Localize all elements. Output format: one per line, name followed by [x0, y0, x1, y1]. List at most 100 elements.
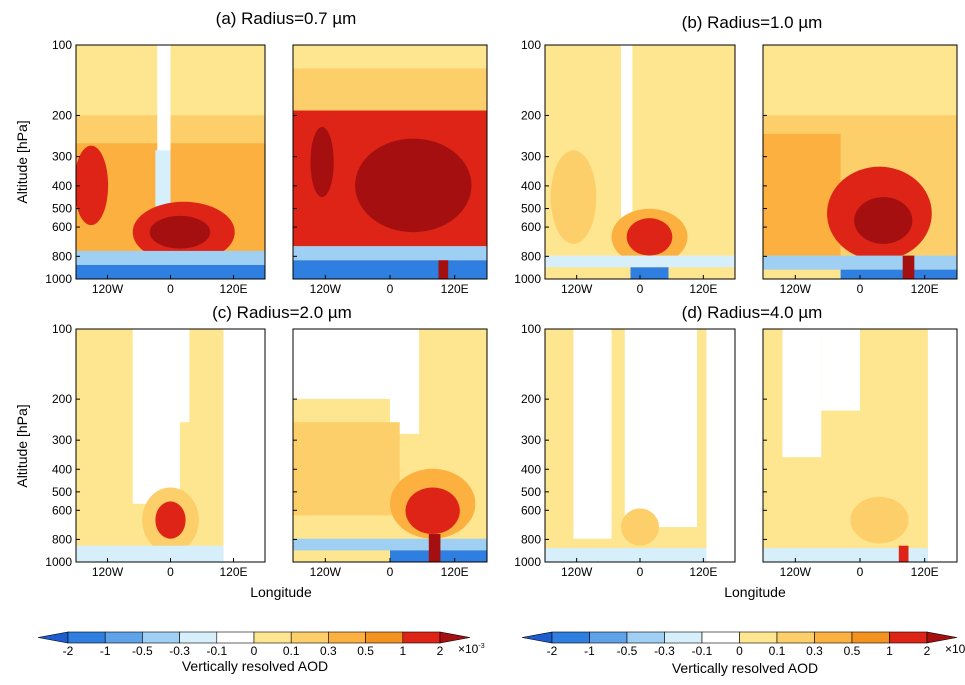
contour-field [76, 329, 265, 562]
contour-region [927, 329, 957, 562]
colorbar-tick-label: -2 [547, 644, 558, 658]
x-tick-label: 0 [387, 565, 394, 579]
contour-region [840, 269, 957, 279]
contour-region [76, 264, 265, 279]
colorbar-segment [551, 631, 590, 644]
colorbar-segment [142, 631, 180, 644]
colorbar-segment [216, 631, 255, 644]
contour-region [706, 329, 735, 562]
contour-region [898, 545, 909, 562]
x-tick-label: 0 [637, 565, 644, 579]
colorbar-segment [328, 631, 366, 644]
panel: 120W 0 120E [292, 44, 488, 296]
y-tick-label: 200 [52, 392, 72, 406]
y-tick-label: 800 [52, 249, 72, 263]
colorbar: -2 -1 -0.5 -0.3 -0.1 0 0.1 0.3 0.5 1 2 ×10-3 [521, 631, 965, 658]
y-tick-label: 500 [521, 202, 541, 216]
y-tick-label: 500 [52, 202, 72, 216]
colorbar-tick-label: 0.1 [769, 644, 786, 658]
contour-region [293, 68, 487, 111]
y-tick-label: 1000 [45, 555, 72, 569]
colorbar-tick-label: 0.1 [283, 644, 300, 658]
y-tick-label: 1000 [514, 555, 541, 569]
contour-field [76, 45, 265, 279]
x-tick-label: 120E [219, 565, 247, 579]
y-tick-label: 200 [521, 108, 541, 122]
contour-region [76, 250, 265, 265]
contour-region [405, 487, 460, 535]
x-tick-label: 120W [780, 282, 812, 296]
y-tick-label: 100 [52, 38, 72, 52]
x-tick-label: 120E [441, 565, 469, 579]
x-tick-label: 120W [92, 282, 124, 296]
y-tick-label: 100 [521, 322, 541, 336]
contour-region [763, 255, 957, 270]
y-tick-label: 300 [52, 150, 72, 164]
colorbar-segment [701, 631, 740, 644]
unit-base: ×10 [945, 642, 965, 656]
x-tick-label: 0 [387, 282, 394, 296]
x-tick-label: 120E [689, 565, 717, 579]
y-tick-label: 600 [521, 503, 541, 517]
contour-field [293, 329, 487, 562]
colorbar-extension [926, 631, 958, 644]
contour-region [293, 246, 487, 261]
colorbar-segment [889, 631, 928, 644]
x-axis-label: Longitude [250, 584, 312, 600]
contour-region [293, 422, 400, 516]
colorbar-tick-label: -0.1 [692, 644, 713, 658]
contour-region [782, 329, 822, 458]
y-tick-label: 400 [521, 462, 541, 476]
y-tick-label: 100 [52, 322, 72, 336]
colorbar-segment [402, 631, 441, 644]
colorbar-tick-label: -1 [584, 644, 595, 658]
contour-region [624, 329, 697, 528]
y-tick-label: 1000 [45, 272, 72, 286]
colorbar-segment [851, 631, 890, 644]
colorbar-segment [776, 631, 815, 644]
contour-region [76, 145, 109, 226]
x-tick-label: 120E [689, 282, 717, 296]
x-tick-label: 0 [167, 282, 174, 296]
y-axis-label: Altitude [hPa] [14, 404, 30, 487]
panel-title: (d) Radius=4.0 µm [682, 303, 823, 322]
contour-region [821, 329, 860, 411]
contour-region [438, 260, 449, 279]
contour-region [179, 329, 190, 423]
colorbar-tick-label: 0.3 [320, 644, 337, 658]
panel-title: (a) Radius=0.7 µm [216, 9, 357, 28]
colorbar: -2 -1 -0.5 -0.3 -0.1 0 0.1 0.3 0.5 1 2 ×10-3 [37, 631, 485, 658]
contour-field [293, 45, 487, 279]
x-axis-label: Longitude [724, 584, 786, 600]
contour-region [763, 548, 928, 562]
contour-region [850, 496, 909, 544]
panel: 100 200 300 400 500 600 800 1000 120W 0 120E [45, 38, 266, 296]
colorbar-segment [664, 631, 703, 644]
colorbar-segment [67, 631, 106, 644]
colorbar-tick-label: -0.3 [654, 644, 675, 658]
y-tick-label: 200 [521, 392, 541, 406]
contour-region [132, 329, 180, 504]
colorbar-unit: ×10-3 [458, 642, 485, 656]
unit-base: ×10 [458, 642, 479, 656]
colorbar-segment [104, 631, 143, 644]
panel: 120W 0 120E [762, 328, 958, 579]
contour-region [630, 267, 669, 279]
colorbar-tick-label: -0.1 [206, 644, 227, 658]
x-tick-label: 120W [561, 565, 593, 579]
contour-region [390, 329, 420, 434]
contour-region [626, 218, 673, 256]
x-tick-label: 120W [561, 282, 593, 296]
colorbar-segment [739, 631, 778, 644]
colorbar-extension [439, 631, 471, 644]
colorbar-extension [37, 631, 69, 644]
contour-region [310, 126, 334, 198]
panel-title: (c) Radius=2.0 µm [212, 303, 352, 322]
contour-region [293, 538, 487, 551]
y-tick-label: 1000 [514, 272, 541, 286]
contour-region [621, 45, 633, 244]
colorbar-unit: ×10-3 [945, 642, 965, 656]
contour-region [76, 545, 224, 562]
colorbar-tick-label: 2 [437, 644, 444, 658]
y-tick-label: 500 [521, 485, 541, 499]
